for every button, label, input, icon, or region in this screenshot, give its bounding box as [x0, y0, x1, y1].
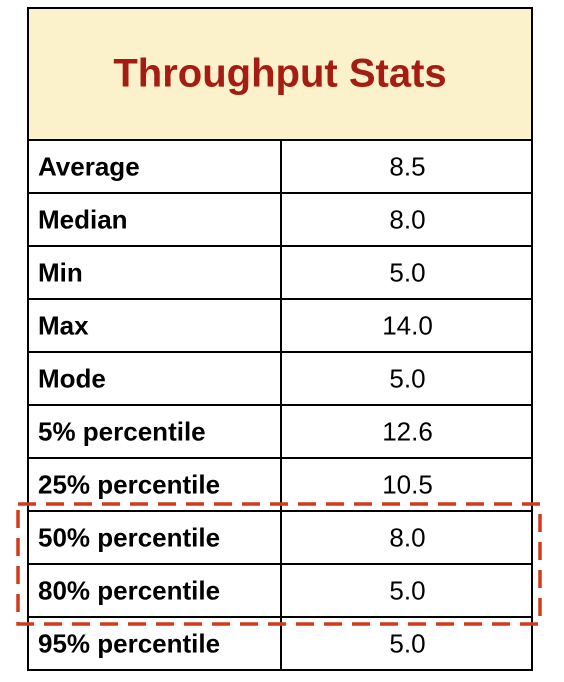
- value-cell: [280, 616, 533, 671]
- label-cell: [27, 616, 282, 671]
- table-body: Average 8.5 Median 8.0 Min 5.0 Max 14.0 Mode 5.0 5…: [27, 139, 533, 671]
- row-value: 8.0: [389, 522, 425, 552]
- row-value: 5.0: [389, 628, 425, 658]
- row-value: 5.0: [389, 257, 425, 287]
- label-cell: [27, 245, 282, 300]
- label-cell: [27, 510, 282, 565]
- row-label: 80% percentile: [38, 575, 220, 605]
- row-value: 5.0: [389, 363, 425, 393]
- label-cell: [27, 563, 282, 618]
- label-cell: [27, 457, 282, 512]
- row-value: 5.0: [389, 575, 425, 605]
- row-value: 14.0: [382, 310, 433, 340]
- row-value: 8.5: [389, 151, 425, 181]
- value-cell: [280, 563, 533, 618]
- label-cell: [27, 298, 282, 353]
- row-value: 8.0: [389, 204, 425, 234]
- row-label: Average: [38, 151, 140, 181]
- row-label: 5% percentile: [38, 416, 206, 446]
- value-cell: [280, 351, 533, 406]
- row-value: 10.5: [382, 469, 433, 499]
- label-cell: [27, 404, 282, 459]
- table-title: Throughput Stats: [113, 52, 446, 96]
- header-cell: [27, 7, 533, 141]
- row-label: Mode: [38, 363, 106, 393]
- label-cell: [27, 351, 282, 406]
- row-label: 95% percentile: [38, 628, 220, 658]
- value-cell: [280, 510, 533, 565]
- row-value: 12.6: [382, 416, 433, 446]
- row-label: Min: [38, 257, 83, 287]
- row-label: 25% percentile: [38, 469, 220, 499]
- highlight-box: [16, 502, 542, 626]
- row-label: 50% percentile: [38, 522, 220, 552]
- row-label: Median: [38, 204, 128, 234]
- label-cell: [27, 139, 282, 194]
- row-label: Max: [38, 310, 89, 340]
